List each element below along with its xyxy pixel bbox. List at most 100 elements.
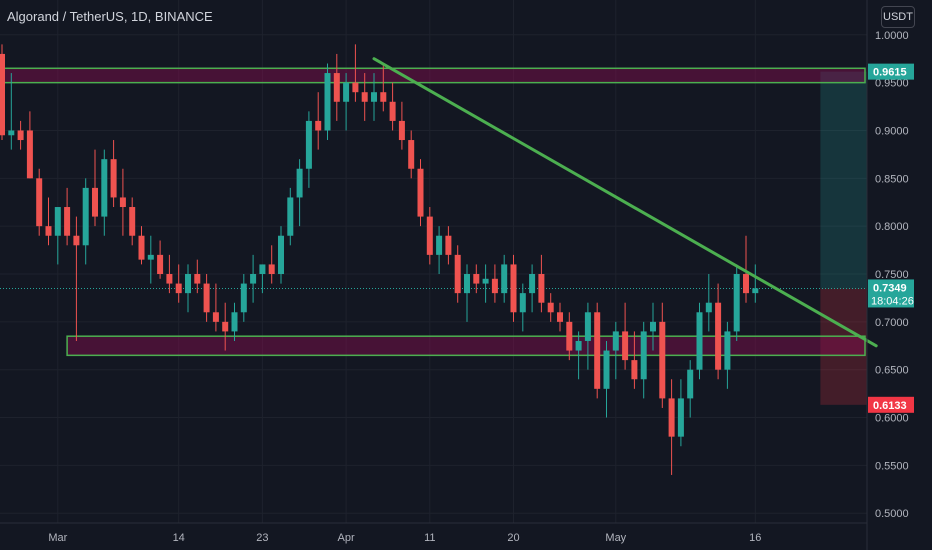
price-label-06133: 0.6133 [868, 396, 914, 413]
candle-body [389, 101, 396, 121]
candle-body [538, 274, 545, 303]
y-tick-label: 1.0000 [875, 30, 909, 42]
position-loss-zone [820, 288, 867, 405]
resistance-zone [1, 67, 866, 84]
y-tick-label: 0.8500 [875, 173, 909, 185]
chart-title: Algorand / TetherUS, 1D, BINANCE [7, 9, 213, 24]
candle-body [715, 302, 722, 370]
candle-body [17, 130, 24, 141]
price-label-09615: 0.9615 [868, 63, 914, 80]
candle-body [64, 207, 71, 236]
candle-body [147, 254, 154, 260]
candle-body [240, 283, 247, 313]
candle-body [324, 73, 331, 131]
x-tick-label: 16 [749, 532, 761, 544]
candle-body [352, 82, 359, 93]
y-tick-label: 0.5000 [875, 508, 909, 520]
price-label-06133-text: 0.6133 [873, 400, 907, 412]
candle-body [622, 331, 629, 361]
y-tick-label: 0.7000 [875, 317, 909, 329]
candle-body [398, 120, 405, 141]
candle-body [371, 92, 377, 102]
candle-body [724, 331, 731, 370]
price-label-09615-text: 0.9615 [873, 67, 907, 79]
candle-body [138, 235, 145, 260]
candle-body [8, 130, 15, 136]
y-tick-label: 0.6000 [875, 413, 909, 425]
x-tick-label: May [605, 532, 626, 544]
candle-body [110, 159, 117, 198]
candle-body [333, 73, 340, 102]
candle-body [743, 274, 749, 294]
candle-body [166, 274, 173, 284]
position-profit-zone [820, 71, 867, 289]
candle-body [408, 140, 415, 169]
candle-body [464, 274, 470, 294]
candle-body [650, 321, 656, 332]
y-tick-label: 0.5500 [875, 460, 909, 472]
candle-body [752, 288, 759, 294]
candle-body [231, 312, 238, 332]
currency-unit-button[interactable]: USDT [881, 6, 915, 28]
y-tick-label: 0.6500 [875, 365, 909, 377]
x-tick-label: 14 [173, 532, 185, 544]
candle-body [454, 254, 461, 294]
candle-body [557, 312, 563, 322]
y-tick-label: 0.9500 [875, 78, 909, 90]
candle-body [45, 226, 52, 236]
candle-body [733, 274, 740, 332]
candle-body [482, 278, 489, 284]
candle-body [92, 187, 98, 217]
y-tick-label: 0.9000 [875, 125, 909, 137]
candle-body [175, 283, 182, 294]
candle-body [54, 207, 61, 236]
candle-body [566, 321, 573, 351]
candle-body [250, 274, 257, 284]
x-tick-label: Mar [48, 532, 67, 544]
candle-body [129, 207, 136, 236]
candle-body [296, 168, 303, 198]
candle-body [529, 274, 536, 294]
candle-body [677, 398, 684, 437]
candle-body [501, 264, 508, 294]
x-tick-label: 20 [507, 532, 519, 544]
candle-body [222, 321, 229, 332]
candle-body [612, 331, 619, 351]
candle-body [696, 312, 703, 370]
candle-body [36, 178, 43, 227]
trendline [372, 57, 878, 348]
candle-body [0, 53, 5, 136]
candle-body [26, 130, 33, 179]
candle-body [519, 293, 526, 313]
candle-body [212, 312, 219, 322]
candle-body [687, 369, 694, 399]
candle-body [547, 302, 554, 313]
grid [0, 0, 867, 523]
candle-body [491, 278, 498, 294]
candle-body [705, 302, 712, 313]
candle-body [445, 235, 452, 255]
candle-body [73, 235, 80, 246]
candle-body [278, 235, 284, 275]
candle-body [436, 235, 443, 255]
candle-body [101, 159, 108, 217]
candle-body [343, 82, 350, 102]
x-tick-label: Apr [338, 532, 355, 544]
candle-body [640, 331, 647, 380]
candle-body [287, 197, 294, 236]
candle-body [659, 321, 666, 399]
candle-body [305, 120, 312, 169]
support-zone [66, 335, 866, 357]
candle-body [584, 312, 591, 341]
candle-body [157, 254, 164, 275]
candle-body [268, 264, 275, 275]
candle-body [473, 274, 480, 284]
y-tick-label: 0.7500 [875, 269, 909, 281]
price-label-09615-bg [868, 63, 914, 80]
candle-body [315, 120, 322, 131]
candle-body [361, 92, 368, 102]
candle-body [631, 360, 638, 380]
candles [0, 44, 759, 475]
candle-body [194, 274, 201, 284]
